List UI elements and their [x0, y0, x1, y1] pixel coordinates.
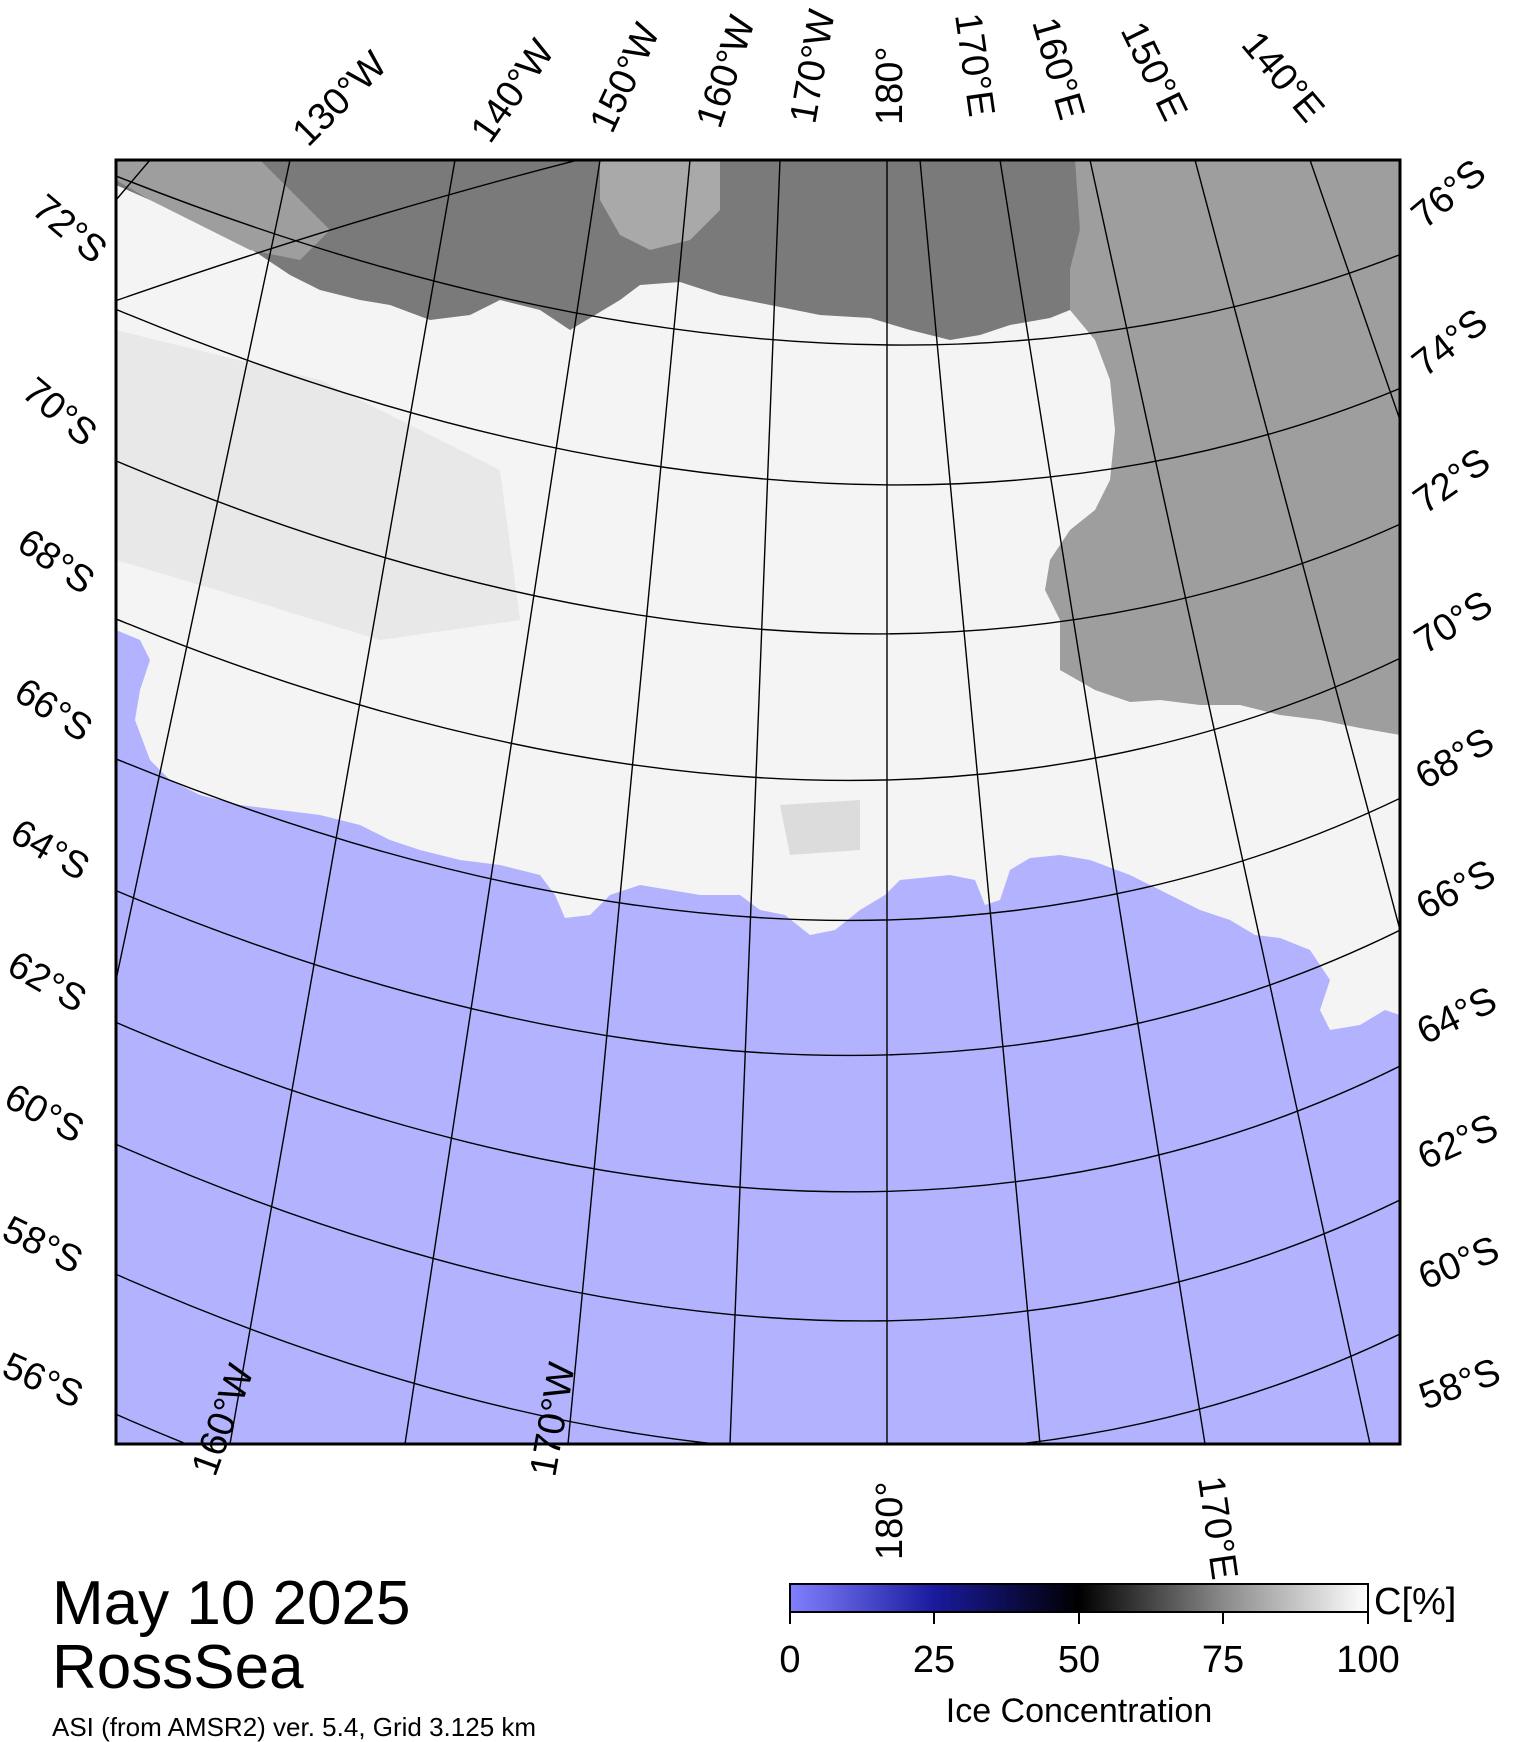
map-frame	[114, 158, 1402, 1446]
top-longitude-labels: 130°W 140°W 150°W 160°W 170°W 180° 170°E…	[285, 6, 1332, 154]
lat-line	[116, 1021, 1400, 1193]
meridian	[404, 160, 601, 1444]
lat-line	[116, 175, 1400, 346]
lon-label: 170°E	[1189, 1473, 1245, 1582]
lat-line	[116, 889, 1400, 1057]
right-latitude-labels: 76°S 74°S 72°S 70°S 68°S 66°S 64°S 62°S …	[1404, 151, 1506, 1418]
lat-label: 60°S	[0, 1076, 91, 1152]
lat-label: 76°S	[1404, 151, 1494, 236]
lon-label: 150°E	[1112, 16, 1195, 128]
meridian	[1089, 160, 1371, 1444]
colorbar-tick: 0	[779, 1639, 800, 1681]
lon-label: 140°W	[463, 32, 563, 150]
lat-line	[116, 618, 1400, 782]
lat-label: 66°S	[7, 670, 99, 750]
ice-texture	[780, 800, 860, 855]
land-east	[1045, 160, 1400, 735]
lon-label: 180°	[869, 46, 911, 125]
colorbar-gradient	[789, 1583, 1369, 1613]
lat-label: 64°S	[1411, 979, 1504, 1053]
lon-label: 140°E	[1233, 24, 1332, 131]
colorbar-title: Ice Concentration	[946, 1692, 1213, 1730]
map-date: May 10 2025	[52, 1569, 411, 1638]
lat-label: 72°S	[24, 187, 114, 272]
meridian	[729, 160, 781, 1444]
meridian	[567, 160, 691, 1444]
meridian	[229, 160, 456, 1444]
lat-line	[116, 1143, 1400, 1322]
lat-label: 72°S	[1406, 440, 1498, 522]
colorbar-tick: 75	[1202, 1639, 1244, 1681]
meridian	[1194, 160, 1400, 931]
colorbar-tick: 100	[1336, 1639, 1399, 1681]
lat-line	[116, 308, 1400, 486]
lat-label: 62°S	[1, 943, 94, 1021]
lat-label: 56°S	[0, 1345, 89, 1417]
lat-line	[116, 1273, 1400, 1444]
ice-shelf	[116, 160, 1080, 340]
map-source: ASI (from AMSR2) ver. 5.4, Grid 3.125 km	[52, 1712, 537, 1742]
lon-label: 170°E	[946, 10, 1002, 119]
lat-label: 62°S	[1412, 1106, 1505, 1178]
lat-label: 58°S	[0, 1208, 89, 1282]
lon-label: 150°W	[582, 17, 668, 139]
lat-label: 58°S	[1414, 1351, 1506, 1419]
lat-label: 68°S	[10, 521, 102, 603]
lon-label: 130°W	[285, 44, 396, 155]
lat-label: 68°S	[1409, 720, 1502, 798]
colorbar-unit: C[%]	[1374, 1581, 1456, 1623]
colorbar-tick: 25	[913, 1639, 955, 1681]
lat-label: 60°S	[1413, 1228, 1506, 1298]
land-west	[600, 160, 720, 250]
meridian	[999, 160, 1206, 1444]
lat-label: 70°S	[1408, 583, 1500, 663]
lon-label: 180°	[869, 1481, 911, 1560]
meridian	[116, 160, 291, 981]
lat-line	[116, 758, 1400, 922]
lat-label: 74°S	[1405, 301, 1496, 385]
map-area	[116, 160, 1400, 1444]
map-region: RossSea	[52, 1633, 304, 1702]
graticule	[116, 160, 1400, 1444]
meridian	[1309, 160, 1400, 421]
left-latitude-labels: 72°S 70°S 68°S 66°S 64°S 62°S 60°S 58°S …	[0, 187, 115, 1417]
sea-ice-cover	[116, 160, 1400, 1030]
lon-label: 160°W	[689, 11, 764, 133]
lat-line	[116, 160, 581, 302]
lon-label: 170°W	[783, 6, 844, 126]
meridian	[919, 160, 1041, 1444]
lat-label: 66°S	[1410, 852, 1503, 928]
colorbar: 0 25 50 75 100 C[%] Ice Concentration	[779, 1581, 1456, 1730]
lon-label: 160°E	[1023, 13, 1092, 125]
lat-line	[116, 460, 1400, 635]
ice-texture	[116, 330, 520, 640]
lat-label: 70°S	[14, 370, 104, 455]
colorbar-tick: 50	[1058, 1639, 1100, 1681]
meridian	[116, 160, 151, 201]
lat-label: 64°S	[4, 811, 97, 889]
